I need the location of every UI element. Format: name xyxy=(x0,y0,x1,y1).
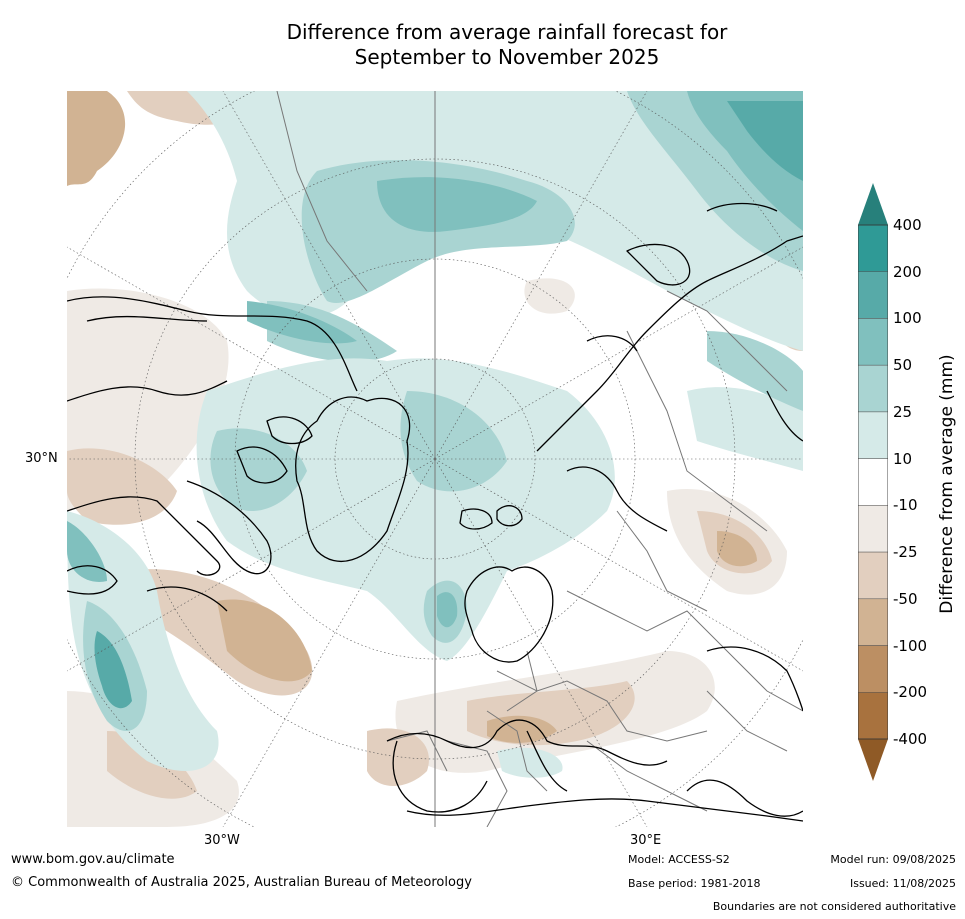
colorbar-bin xyxy=(858,271,888,319)
colorbar-tick-label: -50 xyxy=(893,589,918,608)
colorbar-tick-label: 10 xyxy=(893,449,913,468)
title-line-1: Difference from average rainfall forecas… xyxy=(286,20,728,44)
colorbar-tick-label: 400 xyxy=(893,216,922,234)
rainfall-anomaly-map xyxy=(67,91,803,827)
colorbar-tick-label: -200 xyxy=(893,683,928,702)
base-period-text: Base period: 1981-2018 xyxy=(628,877,761,890)
colorbar-bin xyxy=(858,645,888,693)
colorbar-tick-label: 100 xyxy=(893,309,922,328)
colorbar-bin xyxy=(858,411,888,459)
colorbar-tick-label: 200 xyxy=(893,262,922,281)
colorbar-tick-label: -100 xyxy=(893,636,928,655)
colorbar-bin xyxy=(858,364,888,413)
colorbar-tick-label: 50 xyxy=(893,356,913,375)
colorbar-bin xyxy=(858,692,888,740)
model-run-text: Model run: 09/08/2025 xyxy=(830,853,956,866)
colorbar-bin xyxy=(858,551,888,600)
colorbar-bin xyxy=(858,458,888,506)
map-canvas xyxy=(67,91,803,827)
website-link[interactable]: www.bom.gov.au/climate xyxy=(11,852,175,867)
copyright-text: © Commonwealth of Australia 2025, Austra… xyxy=(11,875,472,890)
colorbar-frame xyxy=(858,224,888,740)
colorbar-tick-label: -25 xyxy=(893,543,918,562)
wet-anomaly-regions xyxy=(67,91,803,778)
coastlines xyxy=(67,202,803,822)
lon-label-30e: 30°E xyxy=(630,833,662,848)
colorbar-bins xyxy=(858,224,888,740)
issued-text: Issued: 11/08/2025 xyxy=(849,877,956,890)
colorbar-tick-label: 25 xyxy=(893,402,913,421)
map-title: Difference from average rainfall forecas… xyxy=(0,20,965,70)
disclaimer-text: Boundaries are not considered authoritat… xyxy=(712,900,956,913)
colorbar-over-triangle xyxy=(858,183,888,225)
country-boundaries xyxy=(276,91,803,827)
title-line-2: September to November 2025 xyxy=(354,45,660,69)
colorbar-under-triangle xyxy=(858,739,888,781)
colorbar-bin xyxy=(858,598,888,646)
lon-label-30w: 30°W xyxy=(204,833,240,848)
colorbar-title: Difference from average (mm) xyxy=(937,354,957,614)
colorbar xyxy=(858,183,888,781)
lat-label-30n: 30°N xyxy=(25,451,58,466)
model-text: Model: ACCESS-S2 xyxy=(628,853,730,866)
colorbar-bin xyxy=(858,505,888,553)
colorbar-bin xyxy=(858,224,888,272)
colorbar-tick-label: -10 xyxy=(893,496,918,515)
colorbar-tick-label: -400 xyxy=(893,730,928,748)
colorbar-bin xyxy=(858,318,888,366)
